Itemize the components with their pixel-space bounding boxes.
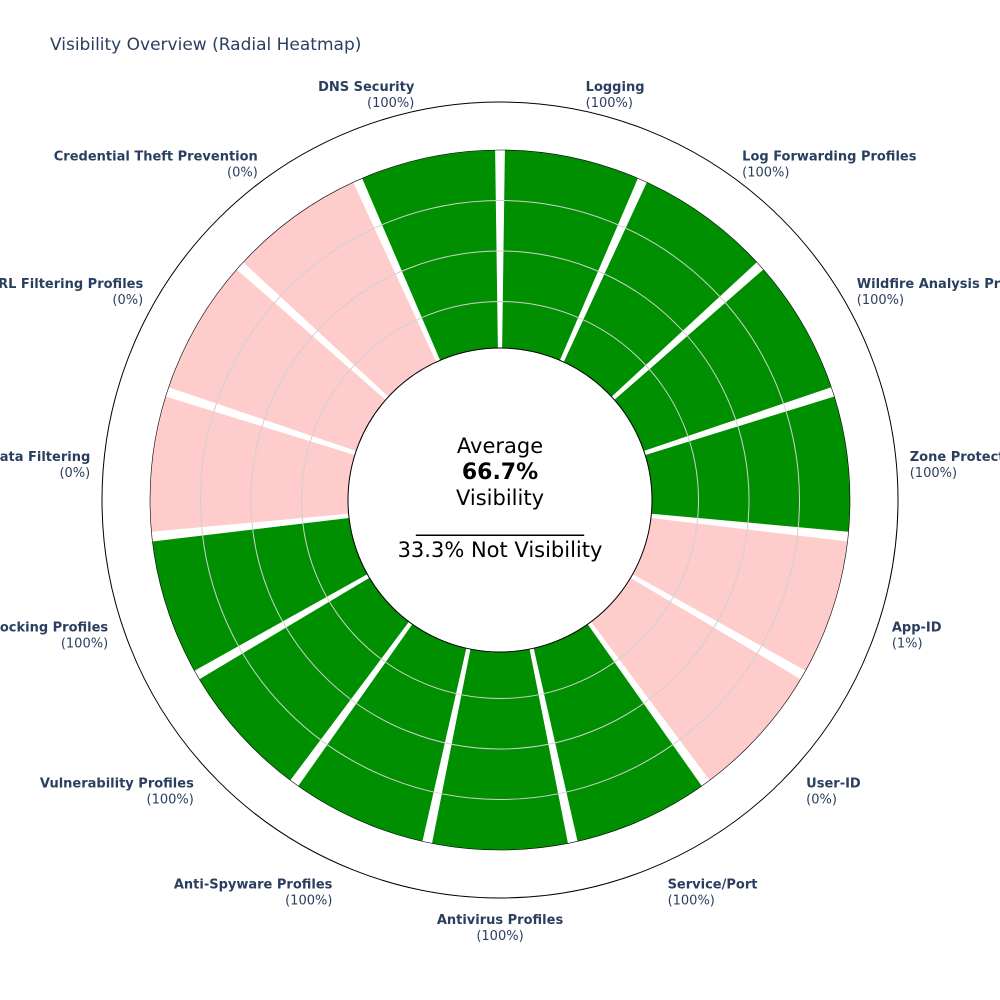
grid-layer [149, 149, 851, 851]
segment-percent: (100%) [285, 893, 332, 908]
segment-percent: (0%) [112, 293, 143, 308]
segment-zone-protection [641, 396, 850, 532]
segment-label: Service/Port [668, 877, 758, 892]
segment-percent: (100%) [742, 166, 789, 181]
segment-percent: (100%) [586, 96, 633, 111]
labels-layer: Logging(100%)Log Forwarding Profiles(100… [0, 80, 1000, 944]
segment-file-blocking-profiles [152, 517, 371, 671]
segment-percent: (0%) [806, 793, 837, 808]
segment-percent: (100%) [668, 893, 715, 908]
segment-label: Log Forwarding Profiles [742, 150, 917, 165]
segment-log-forwarding-profiles [562, 182, 757, 400]
center-average-value: 66.7% [462, 460, 538, 485]
segment-label: Vulnerability Profiles [40, 777, 194, 792]
segment-label: Wildfire Analysis Profiles [857, 277, 1000, 292]
segment-label: User-ID [806, 777, 861, 792]
segment-label: Zone Protection [910, 450, 1000, 465]
segment-url-filtering-profiles [168, 269, 389, 453]
grid-ring [301, 301, 699, 699]
segment-percent: (100%) [367, 96, 414, 111]
segment-credential-theft-prevention [243, 182, 438, 400]
segment-percent: (0%) [59, 466, 90, 481]
segment-vulnerability-profiles [199, 575, 412, 781]
segment-wildfire-analysis-profiles [611, 269, 832, 453]
segment-service-port [532, 620, 702, 842]
chart-title: Visibility Overview (Radial Heatmap) [50, 35, 361, 55]
segment-label: Credential Theft Prevention [54, 150, 258, 165]
center-visibility-label: Visibility [456, 486, 544, 510]
center-divider: ________________ [415, 512, 585, 537]
segments-layer [150, 150, 850, 850]
segment-label: URL Filtering Profiles [0, 277, 143, 292]
segment-logging [502, 150, 638, 364]
outer-ring-outline [101, 101, 899, 899]
grid-ring [250, 250, 750, 750]
segment-label: Data Filtering [0, 450, 90, 465]
center-summary: Average 66.7% Visibility _______________… [347, 347, 653, 653]
segment-label: Logging [586, 80, 645, 95]
segment-percent: (1%) [892, 636, 923, 651]
center-hole [347, 347, 653, 653]
segment-user-id [588, 575, 801, 781]
center-not-visibility: 33.3% Not Visibility [398, 538, 603, 562]
segment-percent: (100%) [910, 466, 957, 481]
segment-data-filtering [150, 396, 359, 532]
segment-label: App-ID [892, 620, 942, 635]
center-average-label: Average [457, 434, 543, 458]
segment-percent: (100%) [61, 636, 108, 651]
segment-label: DNS Security [318, 80, 415, 95]
segment-percent: (0%) [227, 166, 258, 181]
segment-app-id [629, 517, 848, 671]
segment-label: Antivirus Profiles [437, 913, 564, 928]
grid-ring [200, 200, 800, 800]
segment-antivirus-profiles [432, 645, 568, 850]
segment-percent: (100%) [476, 929, 523, 944]
segment-percent: (100%) [147, 793, 194, 808]
segment-percent: (100%) [857, 293, 904, 308]
segment-label: Anti-Spyware Profiles [174, 877, 333, 892]
segment-anti-spyware-profiles [298, 620, 468, 842]
segment-dns-security [362, 150, 498, 364]
data-outer-edge [149, 149, 851, 851]
segment-label: File Blocking Profiles [0, 620, 108, 635]
